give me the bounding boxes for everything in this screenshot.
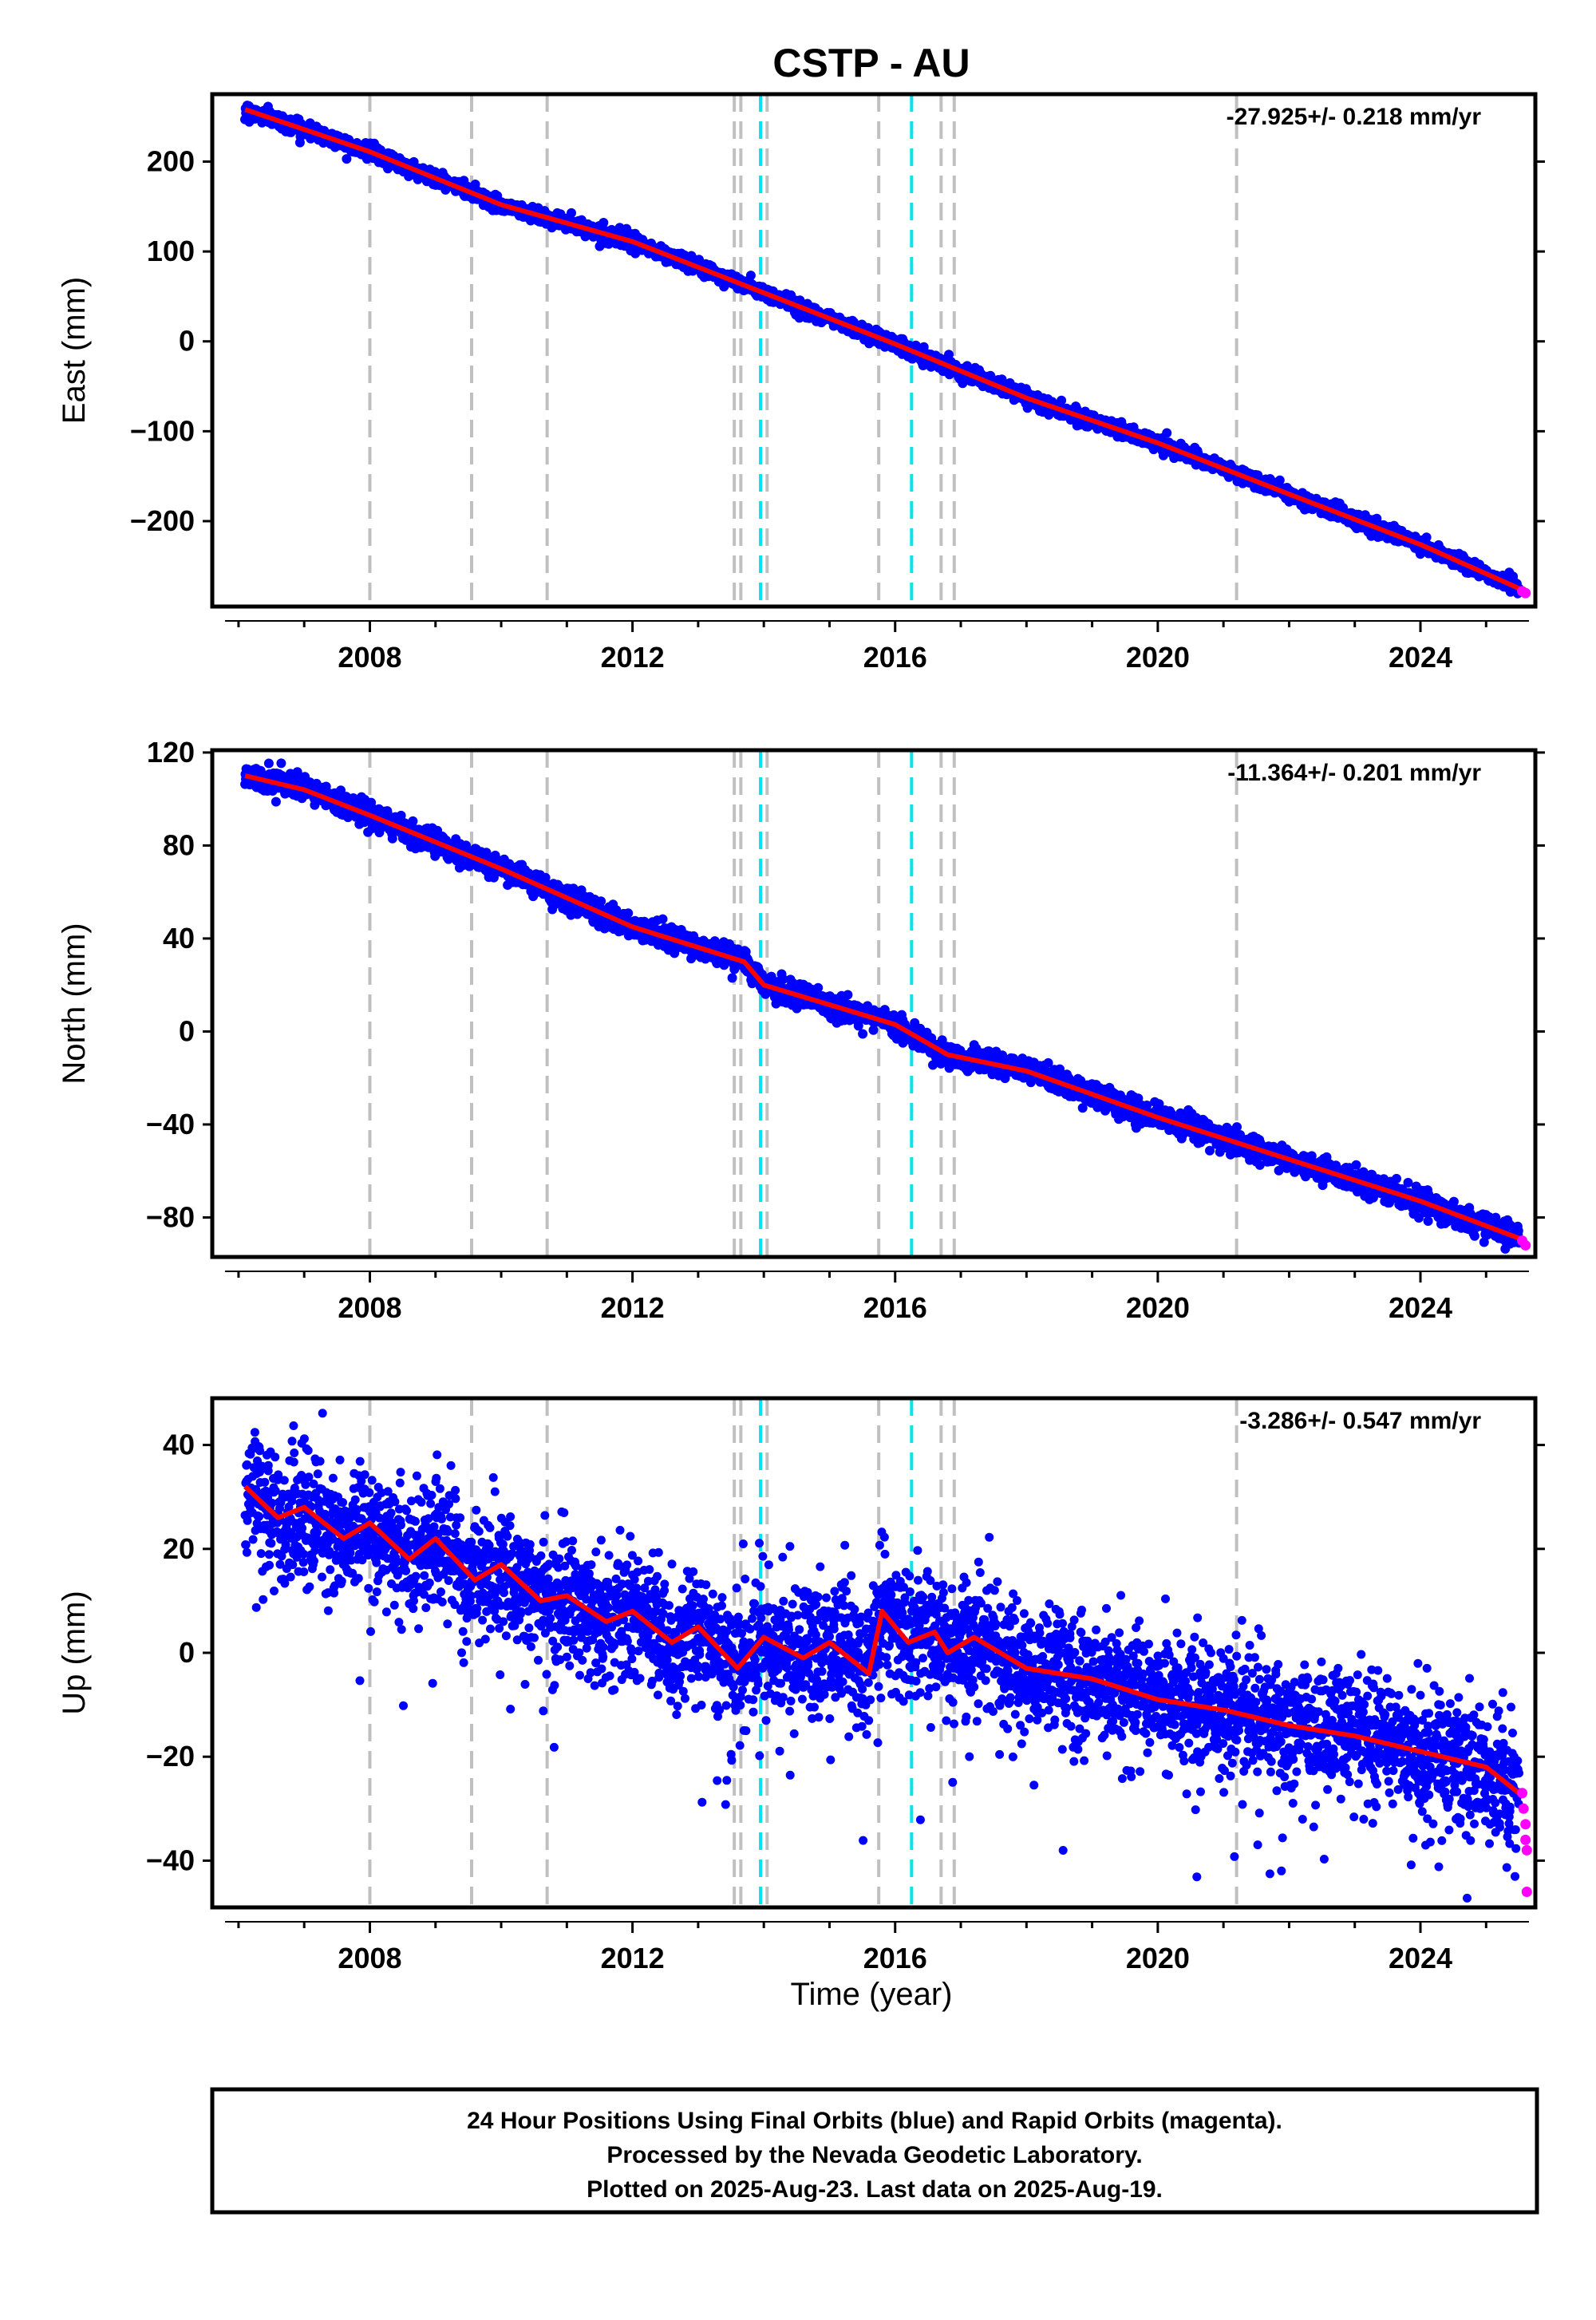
rapid-orbit-point — [1520, 1819, 1531, 1830]
filtered-series-line — [243, 1484, 1521, 1796]
y-tick-label: 120 — [147, 736, 195, 769]
y-tick-label: 0 — [179, 325, 195, 358]
y-tick-label: 20 — [163, 1532, 195, 1565]
up-panel: 2008 2012 2016 2020 2024 −40 −20 0 20 40 -3.286+… — [57, 1396, 1545, 1974]
x-tick-label: 2016 — [863, 641, 927, 674]
filter-line — [244, 107, 1527, 594]
y-tick-label: −40 — [146, 1108, 195, 1140]
x-axis-ticks: 2008 2012 2016 2020 2024 — [225, 1271, 1529, 1324]
y-axis-label: Up (mm) — [57, 1591, 92, 1715]
y-tick-label: 100 — [147, 235, 195, 267]
y-axis-label: East (mm) — [57, 277, 92, 424]
rapid-orbit-point — [1518, 1803, 1529, 1814]
final-orbit-points — [240, 758, 1524, 1254]
offset-lines — [368, 94, 1238, 607]
x-axis-ticks: 2008 2012 2016 2020 2024 — [225, 1921, 1529, 1974]
y-axis-ticks: −200 −100 0 100 200 — [130, 144, 1545, 537]
x-tick-label: 2008 — [338, 1942, 401, 1974]
x-tick-label: 2012 — [601, 1942, 665, 1974]
offset-lines — [368, 750, 1238, 1257]
plot-frame — [210, 748, 1538, 1259]
footer-box: 24 Hour Positions Using Final Orbits (bl… — [210, 2087, 1539, 2215]
x-tick-label: 2020 — [1126, 1942, 1190, 1974]
filtered-series-line — [244, 773, 1527, 1243]
velocity-label: -3.286+/- 0.547 mm/yr — [1239, 1408, 1481, 1434]
plot-frame — [210, 92, 1538, 609]
y-tick-label: 40 — [163, 922, 195, 954]
rapid-orbit-points — [1517, 1235, 1531, 1251]
x-tick-label: 2024 — [1389, 1942, 1452, 1974]
rapid-orbit-point — [1521, 1886, 1532, 1897]
final-orbit-point-cloud — [240, 758, 1524, 1254]
y-axis-ticks: −40 −20 0 20 40 — [146, 1429, 1545, 1876]
x-tick-label: 2012 — [601, 1291, 665, 1324]
y-axis-label: North (mm) — [57, 923, 92, 1084]
filter-line — [243, 1484, 1521, 1796]
rapid-orbit-point — [1520, 587, 1531, 599]
north-panel: 2008 2012 2016 2020 2024 −80 −40 0 40 80 120 -11.… — [57, 736, 1545, 1324]
rapid-orbit-point — [1521, 1844, 1532, 1856]
y-tick-label: −100 — [130, 414, 195, 447]
y-tick-label: −80 — [146, 1200, 195, 1233]
x-tick-label: 2016 — [863, 1942, 927, 1974]
y-tick-label: 40 — [163, 1429, 195, 1461]
footer-line-3: Plotted on 2025-Aug-23. Last data on 202… — [587, 2176, 1163, 2203]
filtered-series-line — [244, 107, 1527, 594]
velocity-label: -27.925+/- 0.218 mm/yr — [1227, 104, 1482, 130]
footer-line-2: Processed by the Nevada Geodetic Laborat… — [606, 2142, 1142, 2168]
footer-frame — [210, 2087, 1539, 2215]
y-tick-label: −20 — [146, 1740, 195, 1773]
x-tick-label: 2016 — [863, 1291, 927, 1324]
rapid-orbit-point — [1517, 1788, 1528, 1799]
x-tick-label: 2008 — [338, 641, 401, 674]
chart-title: CSTP - AU — [772, 41, 970, 85]
y-axis-ticks: −80 −40 0 40 80 120 — [146, 736, 1545, 1233]
filter-line — [244, 773, 1527, 1243]
final-orbit-point-cloud — [240, 101, 1524, 599]
rapid-orbit-points — [1517, 586, 1531, 599]
final-orbit-points — [240, 1409, 1523, 1903]
y-tick-label: −40 — [146, 1844, 195, 1876]
final-orbit-point-cloud — [240, 1409, 1523, 1903]
y-tick-label: 200 — [147, 144, 195, 177]
east-panel: 2008 2012 2016 2020 2024 −200 −100 0 100 200 -27… — [57, 92, 1545, 674]
x-tick-label: 2024 — [1389, 641, 1452, 674]
final-orbit-points — [240, 101, 1524, 599]
x-tick-label: 2024 — [1389, 1291, 1452, 1324]
y-tick-label: 80 — [163, 828, 195, 861]
rapid-orbit-points — [1517, 1788, 1532, 1897]
rapid-orbit-point — [1520, 1239, 1531, 1251]
x-tick-label: 2012 — [601, 641, 665, 674]
x-tick-label: 2020 — [1126, 1291, 1190, 1324]
x-tick-label: 2008 — [338, 1291, 401, 1324]
x-axis-label: Time (year) — [791, 1977, 953, 2012]
x-tick-label: 2020 — [1126, 641, 1190, 674]
rapid-orbit-point — [1520, 1834, 1531, 1845]
y-tick-label: −200 — [130, 504, 195, 537]
footer-line-1: 24 Hour Positions Using Final Orbits (bl… — [467, 2108, 1282, 2134]
velocity-label: -11.364+/- 0.201 mm/yr — [1227, 760, 1481, 786]
y-tick-label: 0 — [179, 1014, 195, 1047]
x-axis-ticks: 2008 2012 2016 2020 2024 — [225, 620, 1529, 674]
y-tick-label: 0 — [179, 1636, 195, 1669]
